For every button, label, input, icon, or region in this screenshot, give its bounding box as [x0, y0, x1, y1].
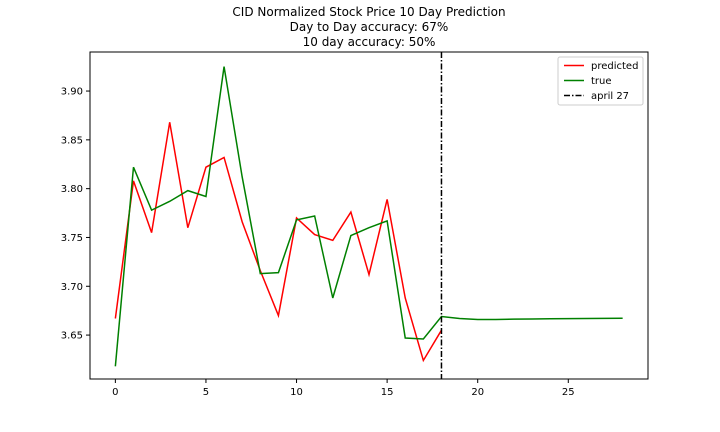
plot-frame: [89, 51, 649, 380]
x-tick-label: 20: [471, 387, 484, 398]
series-line-predicted: [114, 122, 443, 363]
legend-label-vline: april 27: [591, 91, 629, 102]
y-tick-label: 3.90: [61, 87, 83, 98]
y-tick-label: 3.65: [61, 331, 83, 342]
x-tick-label: 5: [203, 387, 209, 398]
x-tick-label: 0: [112, 387, 118, 398]
series-line-true: [114, 66, 623, 367]
legend: predicted true april 27: [557, 56, 644, 106]
chart-title: CID Normalized Stock Price 10 Day Predic…: [232, 5, 505, 19]
y-tick-label: 3.85: [61, 135, 83, 146]
y-tick-label: 3.75: [61, 233, 83, 244]
legend-box: [557, 56, 644, 106]
legend-label-true: true: [591, 76, 612, 87]
legend-label-predicted: predicted: [591, 61, 638, 72]
chart-subtitle-line-2: 10 day accuracy: 50%: [303, 35, 436, 49]
chart-subtitle-line-1: Day to Day accuracy: 67%: [290, 20, 449, 34]
y-tick-label: 3.70: [61, 282, 83, 293]
x-tick-label: 15: [381, 387, 394, 398]
x-tick-label: 25: [562, 387, 575, 398]
y-tick-label: 3.80: [61, 184, 83, 195]
x-tick-label: 10: [290, 387, 303, 398]
